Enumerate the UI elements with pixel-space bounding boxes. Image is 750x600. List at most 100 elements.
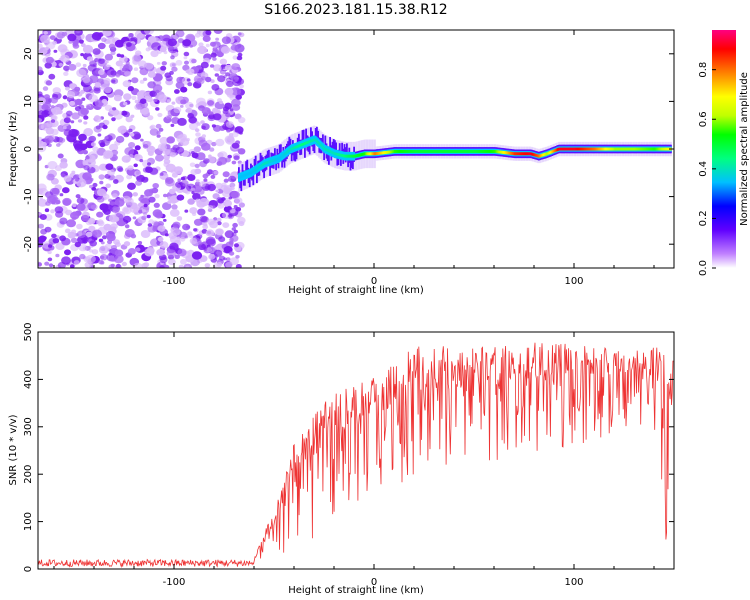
noise-speckle: [153, 221, 160, 227]
ridge-core: [466, 150, 468, 153]
noise-speckle: [82, 76, 91, 84]
ridge-core: [244, 173, 246, 177]
noise-speckle: [217, 156, 228, 166]
ridge-core: [349, 154, 352, 158]
noise-speckle: [129, 132, 135, 137]
noise-speckle: [130, 36, 138, 43]
noise-speckle: [213, 217, 219, 223]
noise-speckle: [66, 110, 73, 117]
noise-speckle: [113, 94, 122, 102]
noise-speckle: [92, 48, 101, 55]
noise-speckle: [199, 198, 210, 207]
noise-speckle: [89, 249, 94, 253]
ridge-core: [382, 151, 384, 155]
ridge-core: [496, 150, 498, 154]
noise-speckle: [229, 237, 234, 242]
ridge-band: [283, 152, 286, 168]
noise-speckle: [179, 236, 186, 242]
noise-speckle: [232, 222, 238, 228]
noise-speckle: [134, 145, 141, 151]
noise-speckle: [194, 168, 202, 175]
noise-speckle: [50, 105, 55, 109]
noise-speckle: [38, 104, 44, 112]
ridge-core: [479, 150, 481, 153]
noise-speckle: [222, 211, 231, 219]
ridge-core: [365, 152, 367, 156]
noise-speckle: [216, 221, 222, 226]
noise-speckle: [59, 161, 68, 169]
noise-speckle: [72, 203, 77, 208]
noise-speckle: [118, 110, 123, 115]
noise-speckle: [199, 215, 208, 222]
noise-speckle: [85, 231, 93, 238]
noise-speckle: [226, 80, 234, 88]
ridge-core: [332, 151, 335, 155]
noise-speckle: [221, 36, 231, 45]
ridge-core: [544, 152, 546, 156]
ridge-core: [572, 147, 575, 151]
noise-speckle: [50, 209, 55, 214]
noise-speckle: [59, 217, 68, 225]
ridge-core: [359, 153, 361, 157]
ridge-band: [290, 146, 293, 162]
ridge-core: [660, 147, 663, 151]
ridge-core: [539, 154, 541, 158]
ridge-band: [302, 129, 305, 145]
ridge-core: [352, 154, 354, 158]
noise-speckle: [76, 100, 82, 105]
noise-speckle: [166, 99, 171, 103]
ridge-core: [374, 152, 377, 156]
noise-speckle: [72, 139, 78, 143]
ridge-core: [586, 147, 588, 151]
ridge-core: [331, 151, 334, 155]
ridge-core: [484, 150, 486, 153]
ridge-core: [587, 147, 589, 151]
ridge-core: [552, 149, 555, 153]
ridge-core: [502, 150, 504, 154]
noise-speckle: [62, 197, 72, 206]
noise-speckle: [92, 146, 99, 152]
noise-speckle: [188, 122, 198, 131]
ridge-core: [300, 143, 303, 147]
noise-speckle: [187, 198, 195, 205]
noise-speckle: [98, 122, 106, 128]
noise-speckle: [127, 248, 136, 255]
ridge-core: [253, 168, 256, 172]
noise-speckle: [221, 197, 226, 201]
ridge-core: [360, 153, 363, 157]
ridge-core: [304, 142, 306, 145]
colorbar-tick-label: 0.0: [698, 260, 709, 276]
ridge-core: [245, 173, 247, 177]
noise-speckle: [234, 197, 243, 205]
noise-speckle: [198, 181, 206, 188]
ridge-band: [248, 171, 251, 188]
noise-speckle: [217, 188, 224, 194]
noise-speckle: [143, 77, 148, 82]
noise-speckle: [50, 119, 56, 123]
ridge-core: [292, 146, 294, 150]
noise-speckle: [163, 193, 168, 198]
noise-speckle: [174, 113, 179, 117]
noise-speckle: [167, 38, 177, 47]
noise-speckle: [80, 43, 86, 48]
ridge-core: [570, 147, 573, 151]
ridge-core: [523, 152, 526, 156]
noise-speckle: [180, 104, 184, 108]
ridge-core: [658, 147, 660, 151]
ridge-core: [584, 147, 587, 151]
ridge-core: [656, 147, 659, 151]
colorbar-tick-label: 0.6: [698, 111, 709, 127]
noise-speckle: [107, 169, 115, 176]
noise-speckle: [131, 95, 137, 101]
ridge-band: [246, 159, 249, 175]
noise-speckle: [147, 162, 151, 166]
ridge-core: [256, 167, 258, 171]
ridge-core: [336, 152, 339, 156]
noise-speckle: [213, 64, 222, 72]
noise-speckle: [76, 223, 83, 230]
ridge-core: [415, 150, 418, 153]
noise-speckle: [180, 138, 190, 146]
ridge-core: [266, 160, 269, 164]
ridge-core: [620, 147, 623, 151]
noise-speckle: [175, 146, 185, 154]
